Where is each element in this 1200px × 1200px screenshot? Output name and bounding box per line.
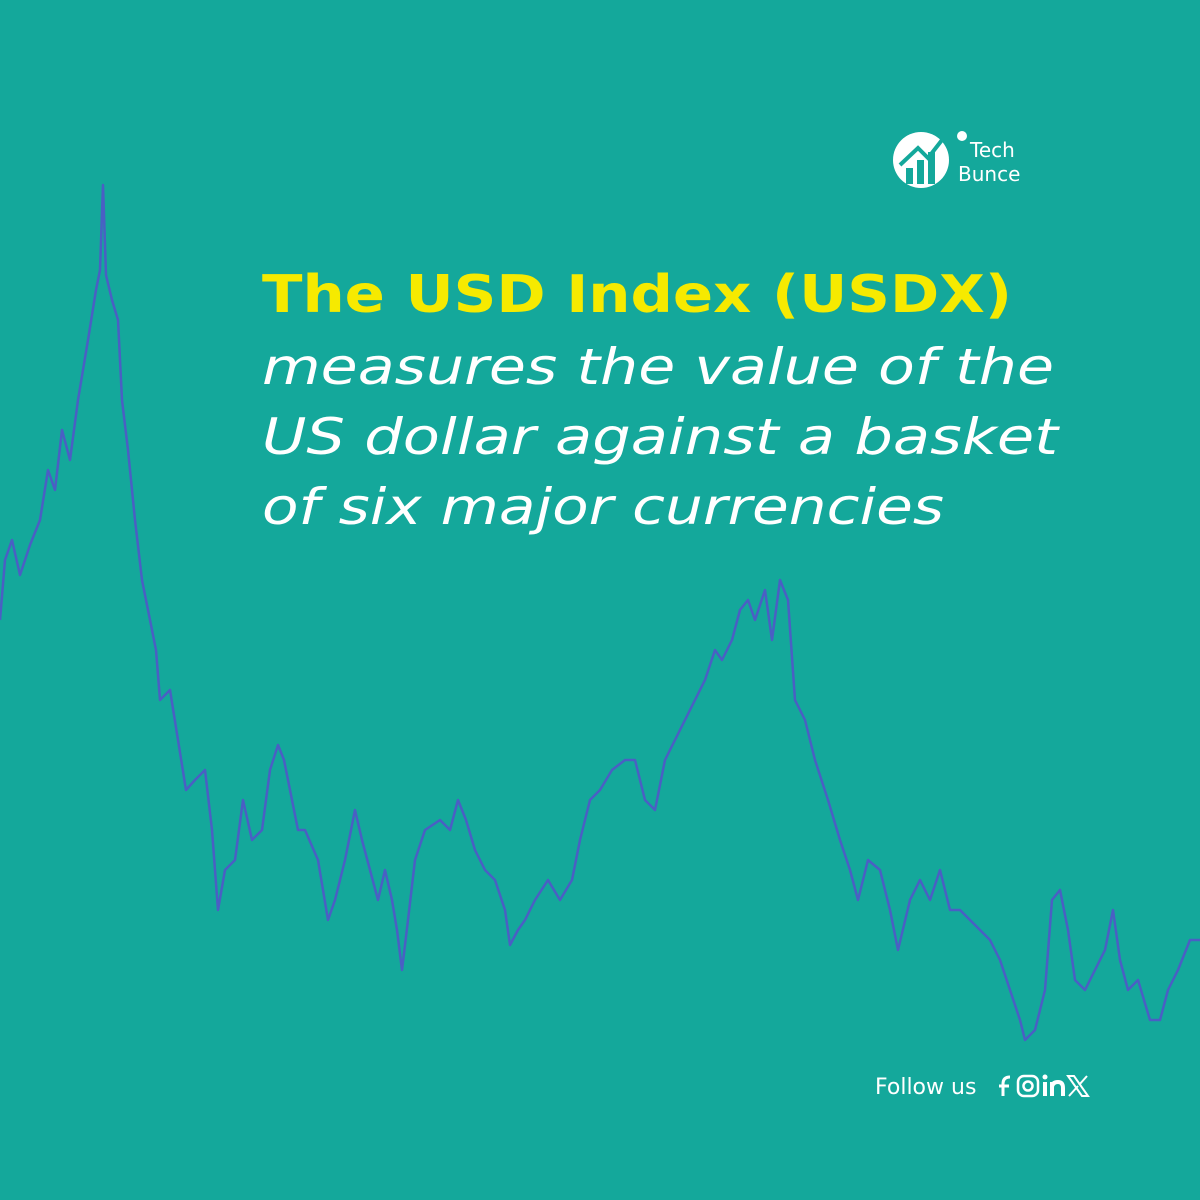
follow-text: Follow us	[875, 1075, 976, 1100]
logo-bar	[928, 152, 935, 184]
footer: Follow us	[875, 1074, 1090, 1100]
instagram-icon[interactable]	[1016, 1074, 1040, 1098]
body-line: of six major currencies	[262, 478, 944, 536]
brand-bottom: Bunce	[958, 162, 1020, 186]
logo: Tech Bunce	[893, 131, 1020, 188]
linkedin-dot	[1042, 1074, 1048, 1080]
body-line: measures the value of the	[262, 338, 1054, 396]
logo-arrow	[898, 138, 944, 167]
logo-dot	[957, 131, 967, 141]
logo-bar	[917, 160, 924, 184]
facebook-icon[interactable]	[999, 1075, 1011, 1096]
brand-top: Tech	[969, 138, 1015, 162]
x-icon[interactable]	[1066, 1075, 1090, 1097]
logo-bar	[906, 168, 913, 184]
decorative-line	[0, 183, 1200, 1042]
instagram-lens	[1022, 1080, 1034, 1092]
body-line: US dollar against a basket	[262, 408, 1061, 466]
linkedin-icon[interactable]	[1042, 1074, 1065, 1097]
headline: The USD Index (USDX)	[262, 265, 1012, 325]
linkedin-n	[1050, 1079, 1065, 1096]
linkedin-i	[1043, 1082, 1047, 1096]
